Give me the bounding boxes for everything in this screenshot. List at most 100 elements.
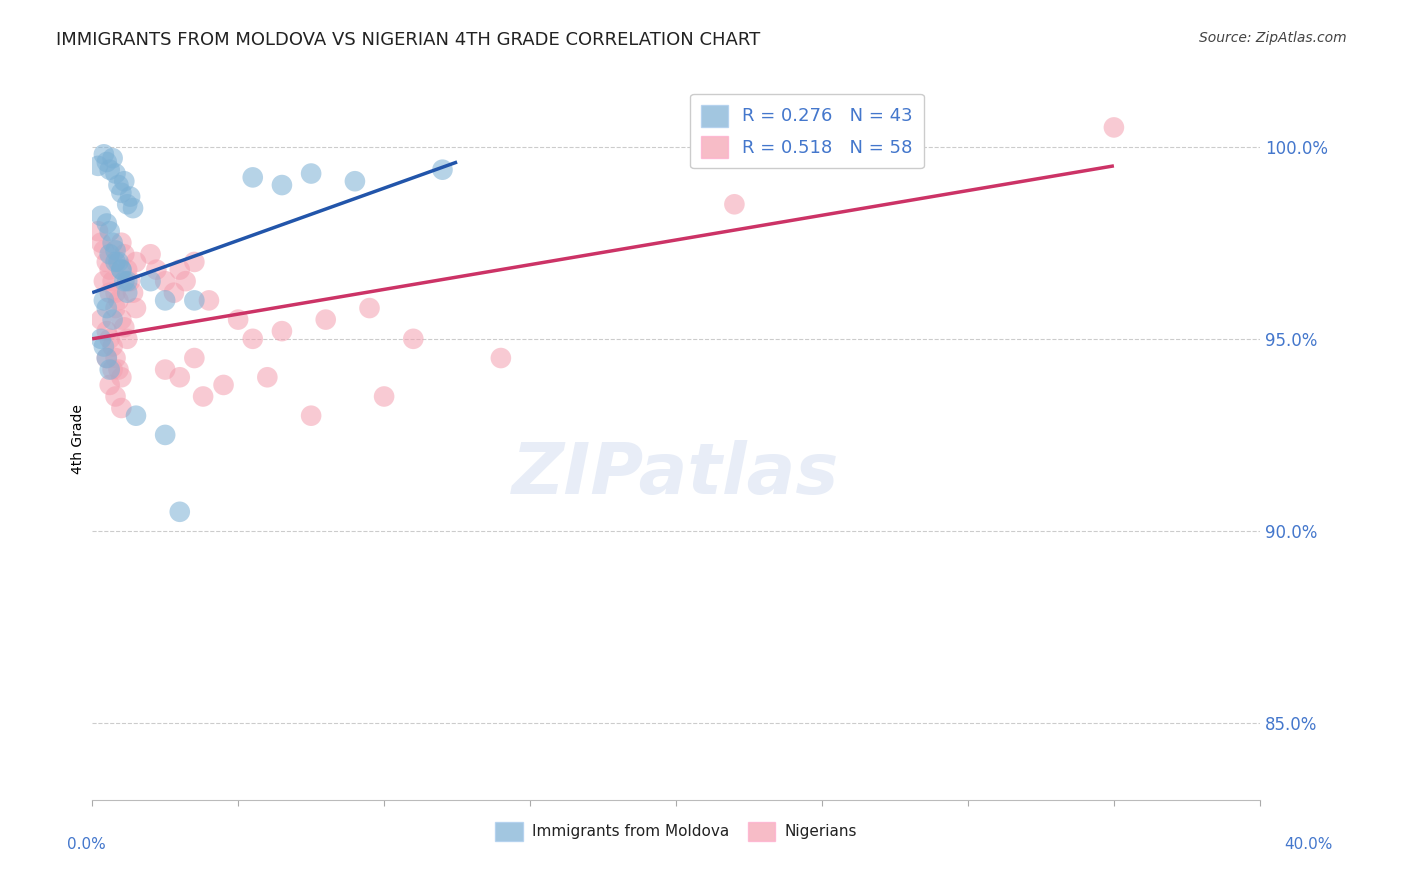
- Point: [96, 217, 118, 231]
- Point: [110, 312, 132, 326]
- Point: [110, 235, 132, 250]
- Point: [96, 324, 118, 338]
- Point: [489, 351, 512, 365]
- Point: [115, 332, 138, 346]
- Point: [139, 247, 162, 261]
- Point: [112, 174, 135, 188]
- Point: [1102, 120, 1125, 135]
- Point: [112, 274, 135, 288]
- Point: [107, 178, 129, 192]
- Point: [373, 389, 395, 403]
- Point: [120, 274, 142, 288]
- Point: [125, 255, 148, 269]
- Point: [153, 274, 176, 288]
- Point: [115, 262, 138, 277]
- Point: [242, 332, 264, 346]
- Point: [107, 255, 129, 269]
- Point: [115, 274, 138, 288]
- Point: [169, 370, 191, 384]
- Point: [101, 235, 124, 250]
- Point: [110, 262, 132, 277]
- Point: [90, 209, 112, 223]
- Point: [98, 362, 121, 376]
- Point: [256, 370, 278, 384]
- Point: [98, 378, 121, 392]
- Point: [98, 224, 121, 238]
- Text: ZIPatlas: ZIPatlas: [512, 441, 839, 509]
- Text: IMMIGRANTS FROM MOLDOVA VS NIGERIAN 4TH GRADE CORRELATION CHART: IMMIGRANTS FROM MOLDOVA VS NIGERIAN 4TH …: [56, 31, 761, 49]
- Point: [153, 293, 176, 308]
- Point: [87, 224, 110, 238]
- Point: [343, 174, 366, 188]
- Point: [122, 201, 145, 215]
- Point: [101, 151, 124, 165]
- Point: [90, 312, 112, 326]
- Point: [96, 255, 118, 269]
- Point: [110, 262, 132, 277]
- Point: [153, 428, 176, 442]
- Point: [183, 293, 205, 308]
- Point: [93, 147, 115, 161]
- Point: [98, 162, 121, 177]
- Point: [96, 351, 118, 365]
- Point: [125, 409, 148, 423]
- Point: [90, 235, 112, 250]
- Point: [183, 255, 205, 269]
- Text: Source: ZipAtlas.com: Source: ZipAtlas.com: [1199, 31, 1347, 45]
- Point: [112, 247, 135, 261]
- Point: [242, 170, 264, 185]
- Point: [174, 274, 197, 288]
- Point: [115, 197, 138, 211]
- Point: [153, 362, 176, 376]
- Point: [226, 312, 249, 326]
- Y-axis label: 4th Grade: 4th Grade: [72, 404, 86, 474]
- Point: [122, 285, 145, 300]
- Point: [191, 389, 214, 403]
- Point: [104, 389, 127, 403]
- Point: [101, 339, 124, 353]
- Point: [96, 301, 118, 315]
- Point: [110, 186, 132, 200]
- Point: [315, 312, 337, 326]
- Point: [98, 285, 121, 300]
- Point: [104, 255, 127, 269]
- Point: [432, 162, 454, 177]
- Point: [299, 409, 322, 423]
- Point: [107, 293, 129, 308]
- Point: [93, 244, 115, 258]
- Text: 40.0%: 40.0%: [1285, 837, 1333, 852]
- Point: [145, 262, 167, 277]
- Point: [98, 247, 121, 261]
- Point: [110, 401, 132, 415]
- Point: [104, 351, 127, 365]
- Legend: Immigrants from Moldova, Nigerians: Immigrants from Moldova, Nigerians: [489, 816, 863, 847]
- Point: [723, 197, 745, 211]
- Point: [139, 274, 162, 288]
- Text: 0.0%: 0.0%: [67, 837, 107, 852]
- Point: [104, 244, 127, 258]
- Point: [359, 301, 381, 315]
- Point: [101, 312, 124, 326]
- Point: [101, 274, 124, 288]
- Point: [98, 332, 121, 346]
- Point: [87, 159, 110, 173]
- Point: [98, 262, 121, 277]
- Point: [163, 285, 186, 300]
- Point: [110, 370, 132, 384]
- Point: [90, 332, 112, 346]
- Point: [115, 285, 138, 300]
- Point: [299, 167, 322, 181]
- Point: [169, 505, 191, 519]
- Point: [112, 320, 135, 334]
- Point: [125, 301, 148, 315]
- Point: [402, 332, 425, 346]
- Point: [212, 378, 235, 392]
- Point: [183, 351, 205, 365]
- Point: [169, 262, 191, 277]
- Point: [104, 301, 127, 315]
- Point: [93, 339, 115, 353]
- Point: [101, 362, 124, 376]
- Point: [93, 274, 115, 288]
- Point: [271, 178, 294, 192]
- Point: [198, 293, 221, 308]
